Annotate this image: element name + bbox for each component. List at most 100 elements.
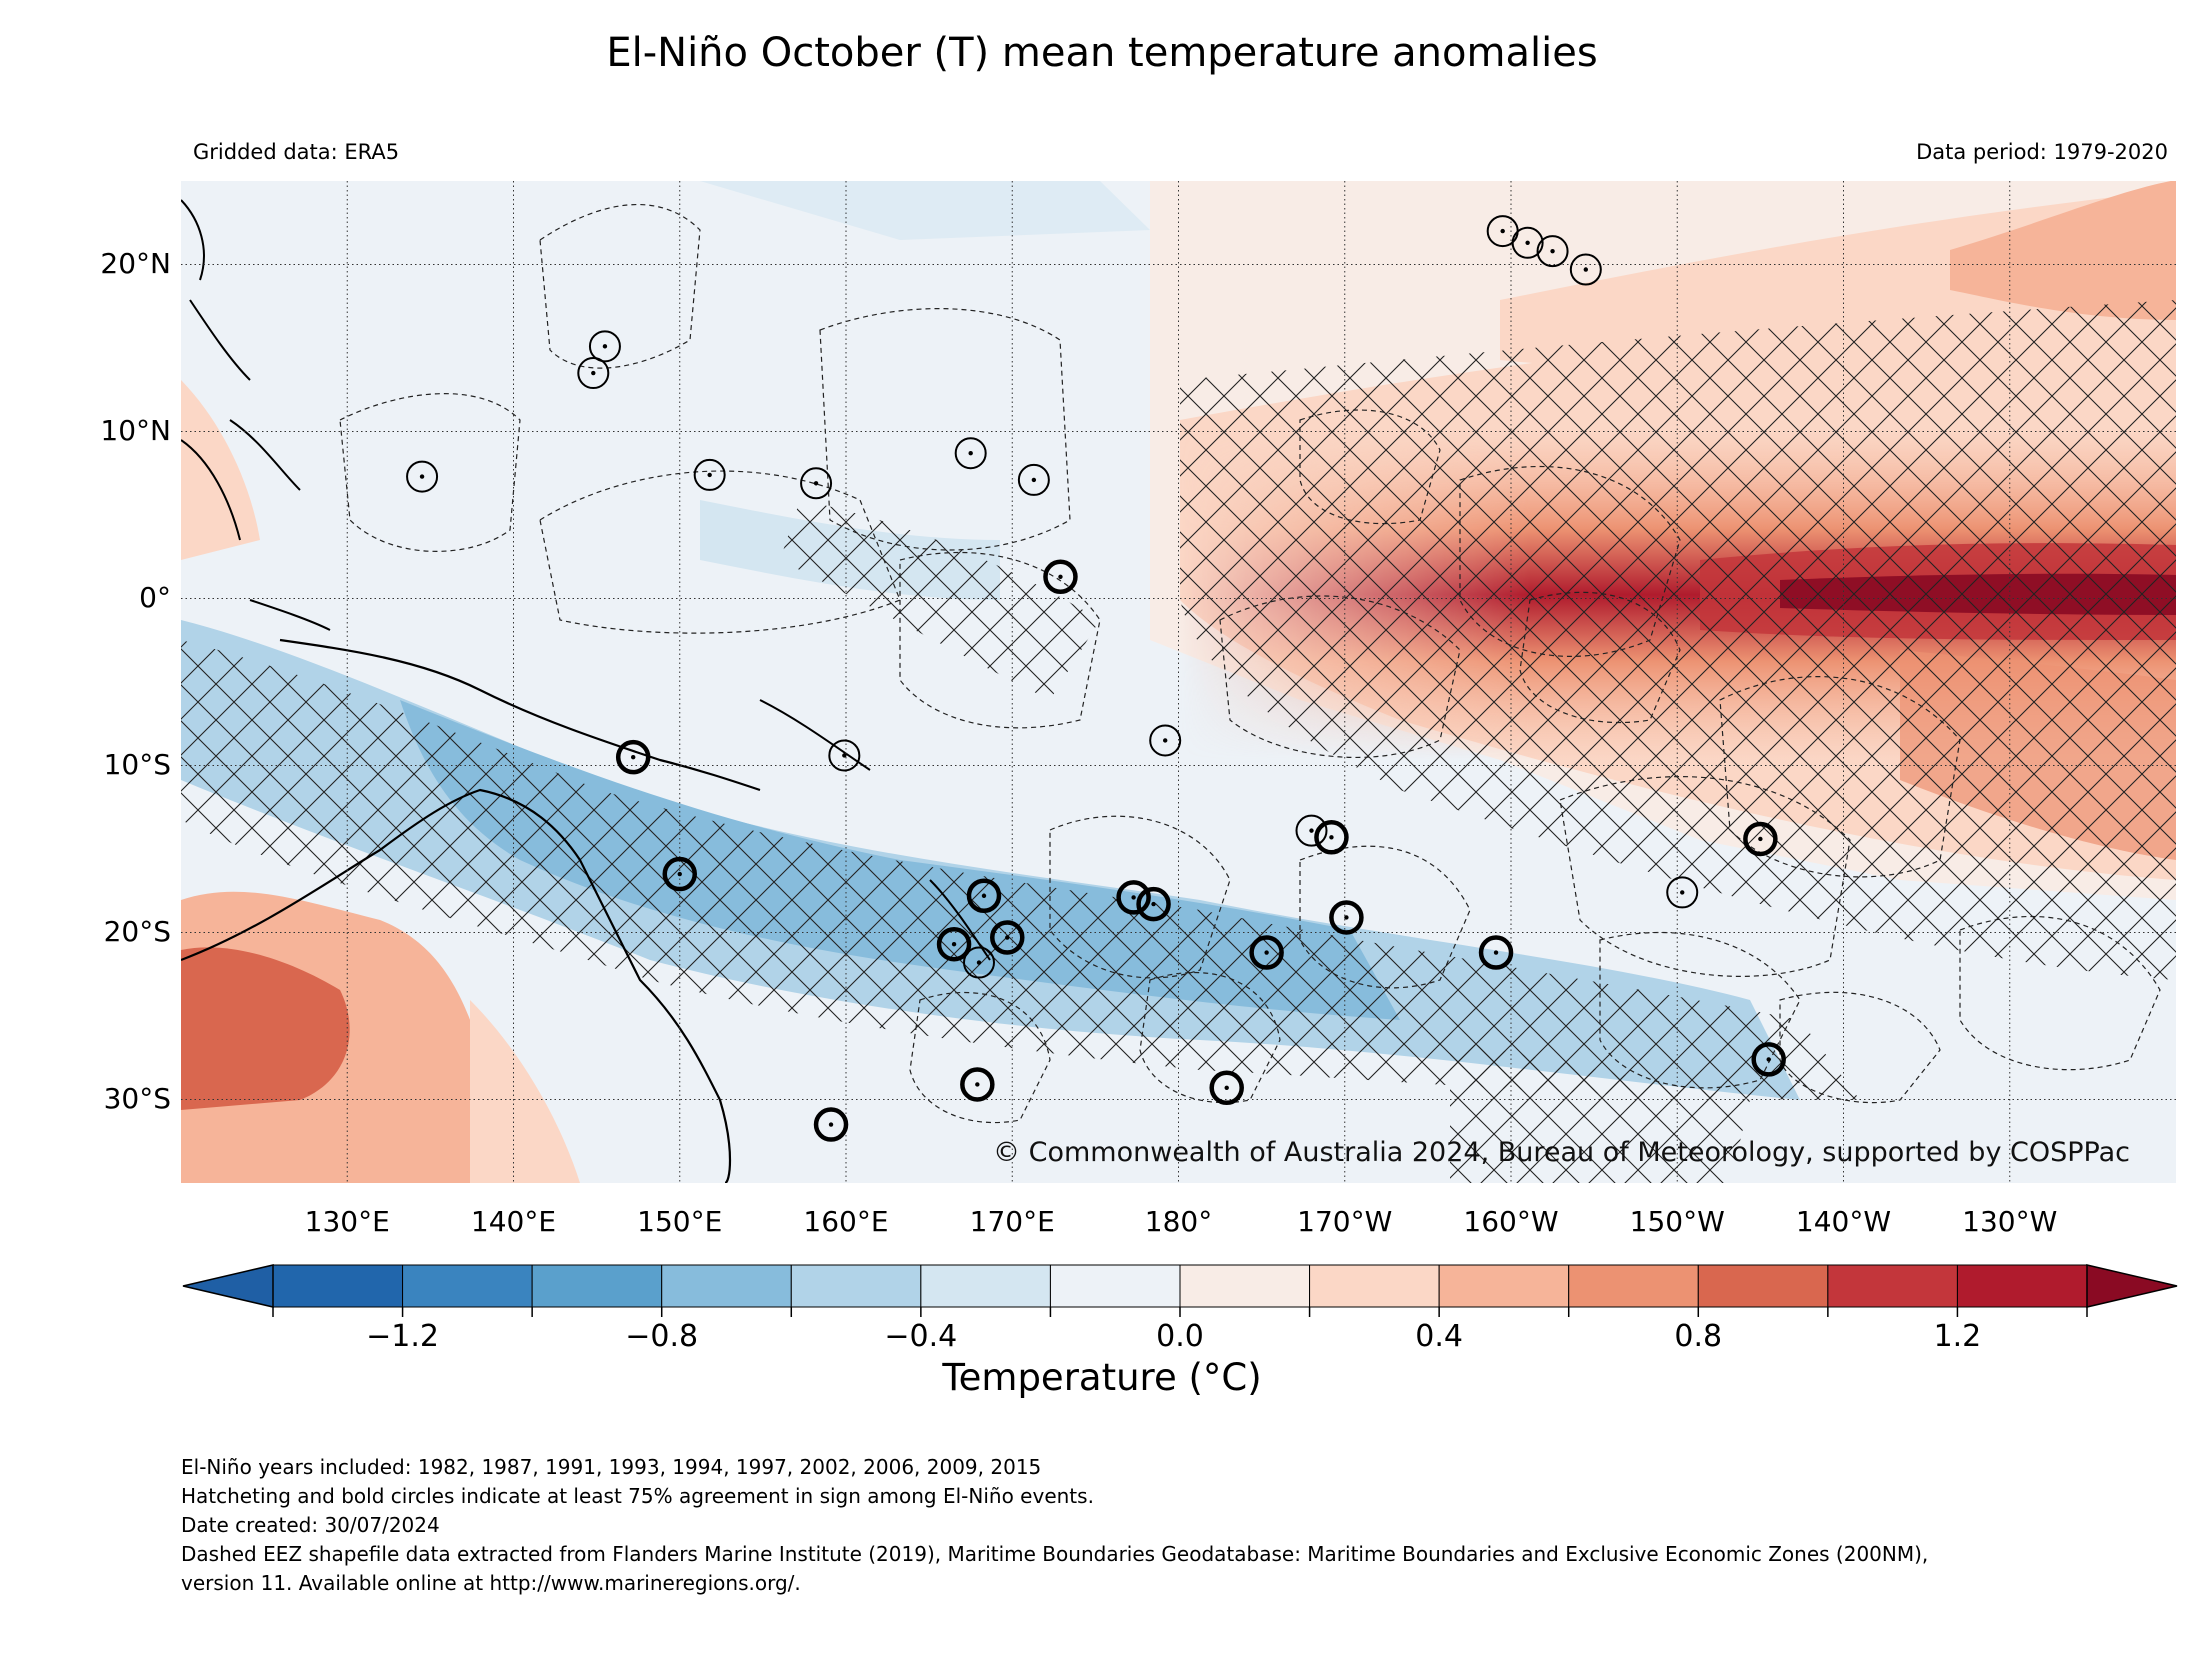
island-dot (813, 481, 819, 486)
station-circles (406, 215, 1786, 1142)
station-circle (1017, 463, 1050, 496)
colorbar-tick-label: 0.4 (1415, 1319, 1463, 1354)
colorbar-bin (272, 1264, 404, 1308)
colorbar-bin (531, 1264, 663, 1308)
agreement-circle (1043, 559, 1078, 595)
footnote-years: El-Niño years included: 1982, 1987, 1991… (181, 1455, 1042, 1479)
island-dot (1329, 835, 1334, 840)
island-dot (1525, 240, 1530, 245)
lat-tick-label: 20°N (100, 246, 171, 280)
footnote-eez-source: Dashed EEZ shapefile data extracted from… (181, 1542, 1929, 1566)
station-circle (577, 357, 610, 390)
island-dot (419, 474, 425, 479)
island-dot (631, 754, 636, 760)
station-circle (954, 437, 987, 470)
lon-tick-label: 170°W (1297, 1205, 1393, 1238)
station-circle (1569, 253, 1602, 286)
colorbar-bin (661, 1264, 792, 1308)
colorbar-under-arrow (182, 1264, 274, 1308)
lon-tick-label: 150°W (1629, 1205, 1725, 1238)
island-dot (1031, 477, 1037, 483)
colorbar-tick-label: −1.2 (366, 1319, 439, 1354)
lat-tick-label: 0° (139, 580, 171, 614)
colorbar-bin (1697, 1264, 1829, 1308)
colorbar-bin (920, 1264, 1051, 1308)
agreement-circle (1136, 886, 1171, 922)
island-dot (1151, 901, 1156, 907)
colorbar-title: Temperature (°C) (942, 1356, 1262, 1399)
station-circle (588, 330, 621, 363)
lat-tick-label: 30°S (103, 1081, 171, 1115)
lat-tick-label: 10°N (100, 413, 171, 447)
island-dot (968, 451, 973, 456)
agreement-circle (936, 926, 972, 962)
footnotes: El-Niño years included: 1982, 1987, 1991… (181, 1453, 1928, 1598)
agreement-circle (960, 1067, 995, 1102)
island-dot (1758, 836, 1763, 842)
island-dot (591, 370, 596, 376)
colorbar-tick-label: −0.8 (625, 1319, 699, 1354)
agreement-circle (1743, 821, 1778, 857)
colorbar-bin (1827, 1264, 1958, 1308)
station-circle (1149, 724, 1182, 757)
agreement-circle (1751, 1042, 1786, 1077)
island-dot (1058, 574, 1063, 579)
gridded-data-label: Gridded data: ERA5 (193, 140, 400, 164)
island-dot (1131, 895, 1136, 900)
colorbar-bin (1438, 1264, 1570, 1308)
station-circle (828, 739, 861, 772)
agreement-circle (1249, 935, 1284, 970)
lon-tick-label: 160°E (803, 1205, 889, 1238)
lon-tick-label: 170°E (969, 1205, 1055, 1238)
agreement-circle (615, 739, 651, 775)
footnote-eez-version: version 11. Available online at http://w… (181, 1571, 801, 1595)
island-dot (828, 1122, 834, 1127)
island-dot (1163, 738, 1168, 743)
colorbar-bin (790, 1264, 922, 1308)
station-circle (406, 460, 439, 493)
lon-tick-label: 150°E (637, 1205, 723, 1238)
agreement-circle (990, 920, 1025, 955)
station-circle (800, 467, 833, 500)
island-dot (1344, 915, 1349, 920)
colorbar-tick-label: −0.4 (884, 1319, 958, 1354)
colorbar-bin (1049, 1264, 1181, 1308)
station-circle (1511, 226, 1544, 259)
agreement-circle (966, 878, 1002, 914)
lon-tick-label: 140°W (1795, 1205, 1892, 1238)
lon-tick-label: 130°E (304, 1205, 390, 1238)
island-dot (975, 1082, 980, 1087)
lat-tick-label: 10°S (103, 747, 171, 781)
map-title: El-Niño October (T) mean temperature ano… (606, 30, 1598, 76)
colorbar-tick-label: 0.0 (1156, 1319, 1204, 1354)
agreement-circle (1478, 935, 1514, 970)
station-circle (1295, 814, 1328, 847)
lon-tick-label: 130°W (1962, 1205, 2058, 1238)
colorbar-over-arrow (2086, 1264, 2178, 1308)
island-dot (1224, 1085, 1229, 1091)
colorbar-tick-label: 0.8 (1674, 1319, 1723, 1354)
agreement-circle (813, 1107, 849, 1142)
station-circle (1536, 235, 1569, 268)
island-dot (1309, 828, 1314, 833)
agreement-circle (1116, 880, 1151, 915)
island-dot (677, 871, 682, 877)
footnote-hatching: Hatcheting and bold circles indicate at … (181, 1484, 1094, 1508)
island-dot (1550, 248, 1555, 254)
island-dot (1583, 267, 1589, 272)
agreement-circle (662, 856, 697, 892)
island-dot (707, 472, 712, 478)
colorbar-bin (1956, 1264, 2088, 1308)
island-dot (1500, 228, 1505, 234)
lon-tick-label: 160°W (1463, 1205, 1559, 1238)
station-circle (963, 946, 995, 979)
island-dot (1264, 950, 1269, 955)
island-dot (1005, 935, 1010, 940)
graticule (181, 181, 2176, 1183)
island-dot (981, 893, 987, 898)
lat-tick-label: 20°S (103, 914, 171, 948)
island-dot (976, 960, 982, 965)
agreement-circle (1209, 1070, 1244, 1106)
anomaly-field (181, 181, 2176, 1183)
colorbar-bin (1568, 1264, 1699, 1308)
